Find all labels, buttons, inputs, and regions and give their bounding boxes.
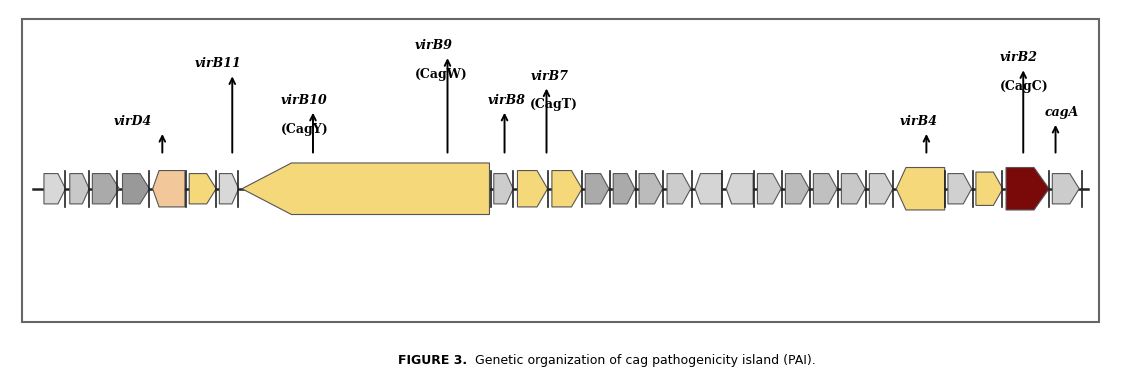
Text: FIGURE 3.: FIGURE 3. [398,354,467,366]
Polygon shape [122,174,149,204]
Polygon shape [493,174,513,204]
Polygon shape [552,171,582,207]
Polygon shape [1053,174,1080,204]
Text: Genetic organization of cag pathogenicity island (PAI).: Genetic organization of cag pathogenicit… [471,354,816,366]
Polygon shape [758,174,781,204]
Polygon shape [726,174,753,204]
Polygon shape [1006,168,1049,210]
Polygon shape [842,174,865,204]
Text: virB8: virB8 [488,94,526,107]
Text: (CagC): (CagC) [1000,80,1048,93]
Polygon shape [786,174,809,204]
Text: virB11: virB11 [195,58,241,70]
Polygon shape [585,174,609,204]
Polygon shape [976,172,1003,205]
Text: (CagT): (CagT) [530,99,578,111]
Text: virB4: virB4 [899,115,937,128]
Text: FIGURE 3.: FIGURE 3. [398,354,467,366]
Polygon shape [695,174,722,204]
Text: virB2: virB2 [1000,52,1038,64]
Polygon shape [814,174,837,204]
Polygon shape [897,168,945,210]
Polygon shape [189,174,216,204]
Text: cagA: cagA [1045,106,1080,119]
Polygon shape [948,174,972,204]
Text: virB10: virB10 [280,94,327,107]
Text: virB7: virB7 [530,70,568,83]
Text: virB9: virB9 [415,39,453,52]
Text: virD4: virD4 [114,115,152,128]
Polygon shape [70,174,90,204]
Polygon shape [92,174,119,204]
Polygon shape [613,174,634,204]
Text: (CagW): (CagW) [415,68,467,81]
Polygon shape [870,174,893,204]
Polygon shape [44,174,65,204]
Polygon shape [220,174,239,204]
Polygon shape [518,171,547,207]
Polygon shape [667,174,691,204]
Polygon shape [152,171,185,207]
Polygon shape [242,163,490,215]
Text: (CagY): (CagY) [280,123,328,136]
Polygon shape [639,174,663,204]
